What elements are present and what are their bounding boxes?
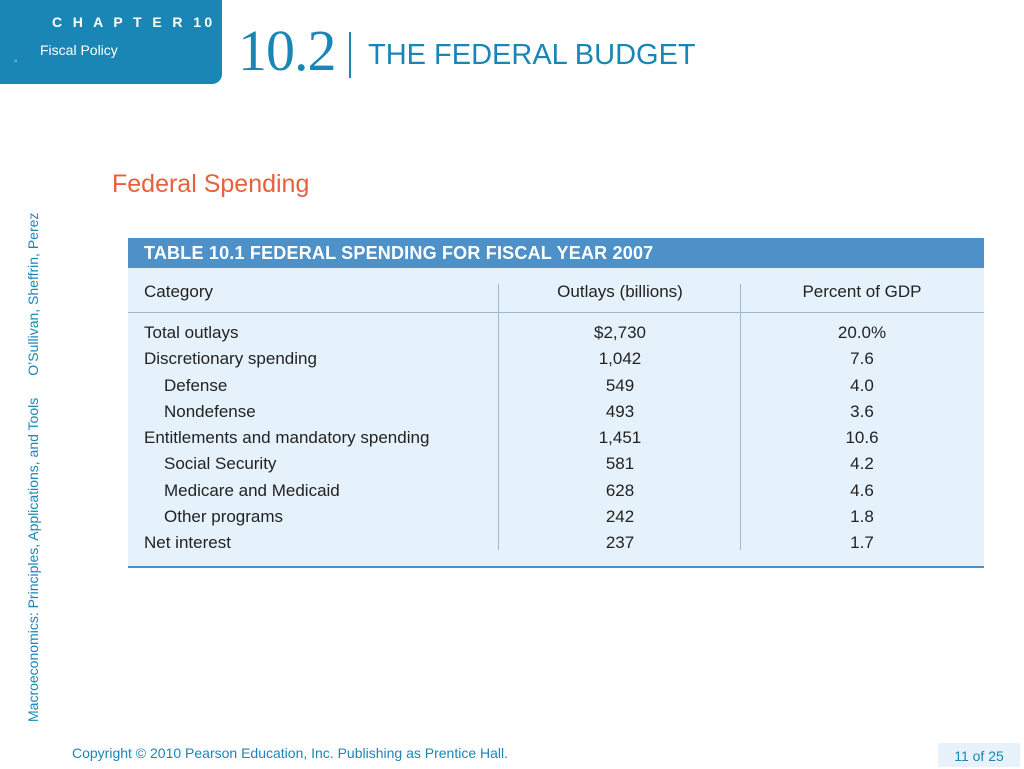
row-percent: 3.6 <box>850 401 874 421</box>
row-category: Entitlements and mandatory spending <box>144 428 430 448</box>
tab-marker-icon: ◦ <box>14 56 18 67</box>
row-outlays: 242 <box>605 507 635 527</box>
table-row: Discretionary spending 1,042 7.6 <box>128 346 984 372</box>
row-outlays: 493 <box>605 401 635 421</box>
row-percent: 10.6 <box>845 428 879 448</box>
column-header-outlays: Outlays (billions) <box>557 282 683 301</box>
row-category: Medicare and Medicaid <box>164 480 340 500</box>
table-body: Total outlays $2,730 20.0% Discretionary sp… <box>128 320 984 557</box>
side-book-title: Macroeconomics: Principles, Applications… <box>25 397 41 722</box>
row-outlays: 1,042 <box>598 349 642 369</box>
header-rule <box>128 312 984 313</box>
spending-table: TABLE 10.1 FEDERAL SPENDING FOR FISCAL Y… <box>128 238 984 568</box>
copyright-notice: Copyright © 2010 Pearson Education, Inc.… <box>72 745 509 761</box>
side-book-credit: Macroeconomics: Principles, Applications… <box>25 213 41 722</box>
column-divider <box>740 284 741 550</box>
column-header-percent: Percent of GDP <box>802 282 922 301</box>
row-category: Other programs <box>164 507 284 527</box>
row-outlays: 237 <box>605 533 635 553</box>
row-percent: 4.0 <box>850 375 874 395</box>
table-row: Medicare and Medicaid 628 4.6 <box>128 478 984 504</box>
table-row: Social Security 581 4.2 <box>128 451 984 477</box>
row-percent: 20.0% <box>837 323 887 342</box>
table-column-headers: Category Outlays (billions) Percent of G… <box>128 268 984 312</box>
table-row: Other programs 242 1.8 <box>128 504 984 530</box>
table-title: TABLE 10.1 FEDERAL SPENDING FOR FISCAL Y… <box>128 238 984 268</box>
section-title: THE FEDERAL BUDGET <box>368 39 696 71</box>
row-percent: 7.6 <box>850 349 874 369</box>
side-authors: O’Sullivan, Sheffrin, Perez <box>25 212 41 376</box>
row-percent: 4.2 <box>850 454 874 474</box>
row-category: Social Security <box>164 454 277 474</box>
row-percent: 4.6 <box>850 480 874 500</box>
row-category: Nondefense <box>164 401 256 421</box>
chapter-tab: C H A P T E R 10 Fiscal Policy ◦ <box>0 0 222 84</box>
chapter-label: C H A P T E R 10 <box>52 14 216 30</box>
table-row: Defense 549 4.0 <box>128 373 984 399</box>
row-outlays: $2,730 <box>594 323 646 342</box>
slide-subtitle: Federal Spending <box>112 170 310 198</box>
section-number: 10.2 <box>238 18 336 83</box>
row-category: Discretionary spending <box>144 349 317 369</box>
row-percent: 1.8 <box>850 507 874 527</box>
row-outlays: 628 <box>605 480 635 500</box>
row-outlays: 581 <box>605 454 635 474</box>
table-row: Net interest 237 1.7 <box>128 530 984 556</box>
column-divider <box>498 284 499 550</box>
row-category: Net interest <box>144 533 231 553</box>
row-outlays: 1,451 <box>598 428 642 448</box>
title-divider <box>349 32 351 78</box>
row-outlays: 549 <box>605 375 635 395</box>
chapter-subtitle: Fiscal Policy <box>40 42 118 58</box>
row-category: Total outlays <box>144 323 239 342</box>
table-row: Entitlements and mandatory spending 1,451… <box>128 425 984 451</box>
row-percent: 1.7 <box>850 533 874 553</box>
page-number: 11 of 25 <box>938 743 1020 767</box>
table-row: Nondefense 493 3.6 <box>128 399 984 425</box>
row-category: Defense <box>164 375 228 395</box>
table-row: Total outlays $2,730 20.0% <box>128 320 984 346</box>
column-header-category: Category <box>144 282 213 301</box>
